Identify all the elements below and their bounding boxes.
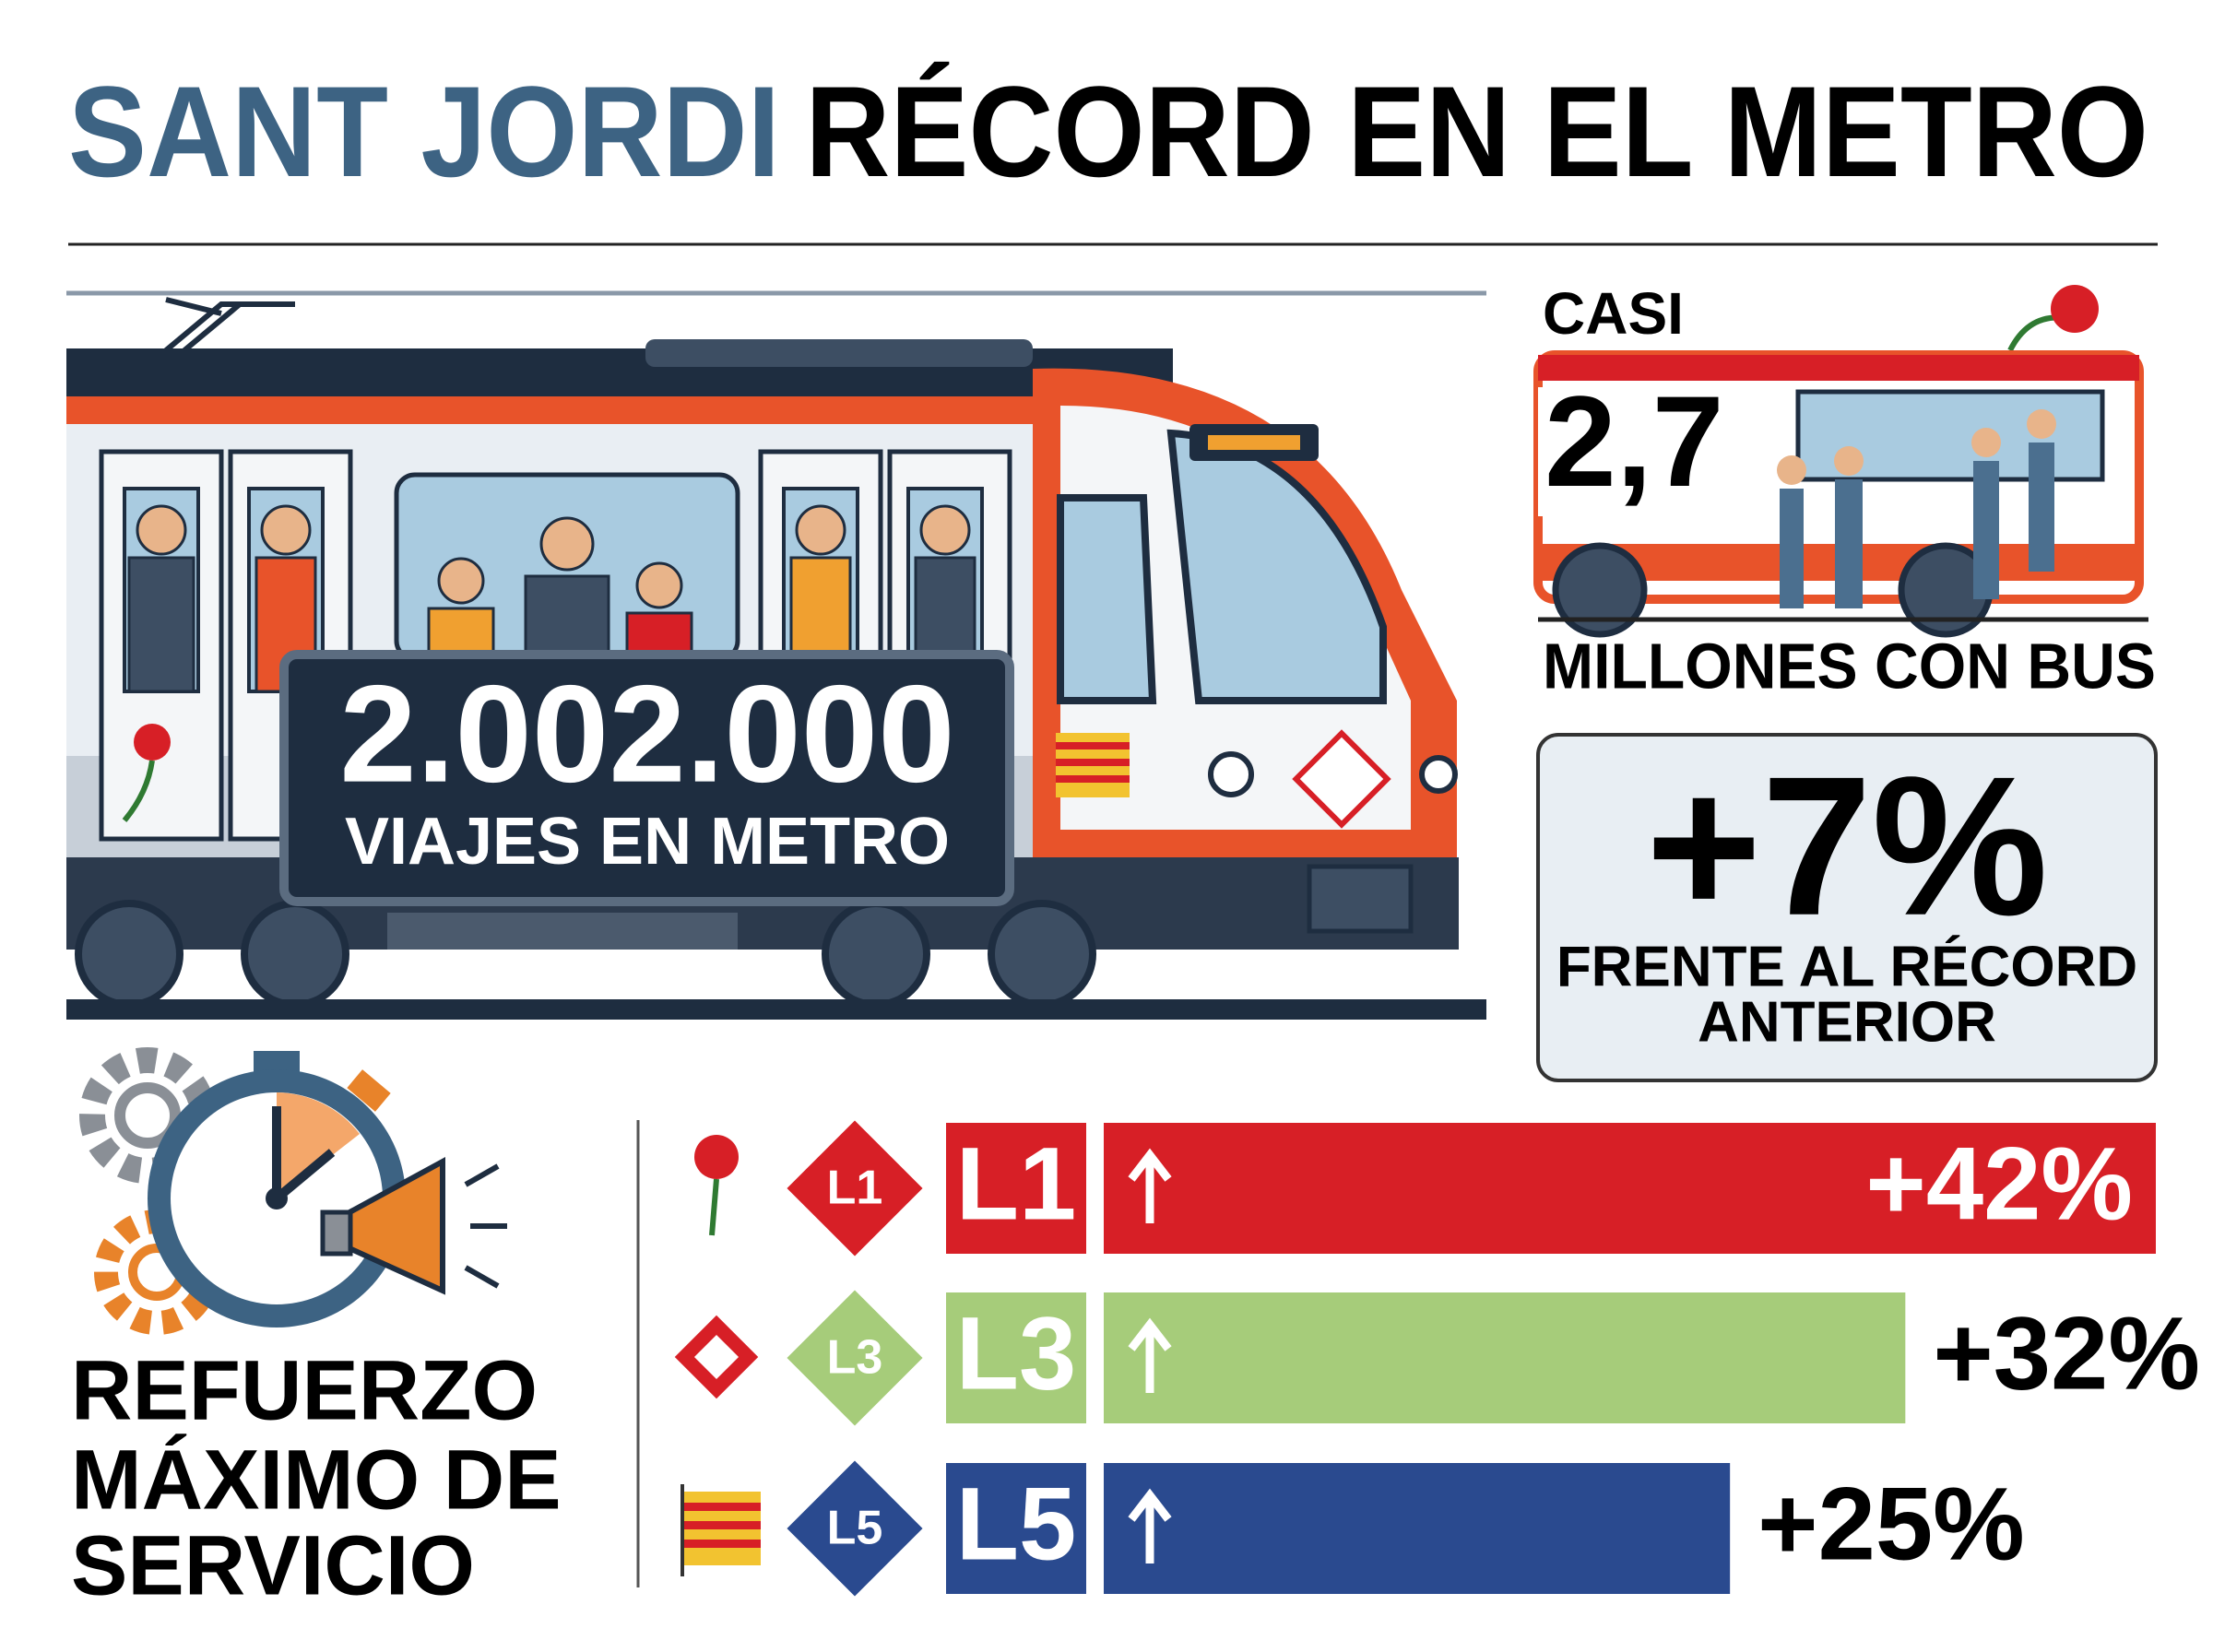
increase-label: ANTERIOR bbox=[1698, 990, 1996, 1054]
metro-label: VIAJES EN METRO bbox=[345, 805, 950, 879]
service-line: REFUERZO bbox=[71, 1343, 538, 1437]
increase-box bbox=[1536, 733, 2158, 1082]
line-label-box bbox=[946, 1292, 1086, 1423]
line-badge-label: L1 bbox=[827, 1162, 883, 1215]
line-label-box bbox=[946, 1123, 1086, 1254]
bus-label: MILLONES CON BUS bbox=[1543, 630, 2156, 702]
row-icon-flag bbox=[680, 1484, 761, 1576]
line-badge bbox=[778, 1281, 931, 1434]
service-icon bbox=[79, 1047, 507, 1335]
bar-value-label: +42% bbox=[1865, 1127, 2133, 1242]
bar-arrow bbox=[1128, 1148, 1172, 1223]
bar-value-label: +25% bbox=[1757, 1467, 2025, 1582]
bar-arrow bbox=[1128, 1488, 1172, 1564]
service-line: SERVICIO bbox=[71, 1518, 475, 1612]
line-label: L3 bbox=[956, 1296, 1077, 1411]
line-badge-label: L5 bbox=[827, 1502, 883, 1555]
line-label: L5 bbox=[956, 1467, 1077, 1582]
bar bbox=[1104, 1463, 1731, 1594]
line-label-box bbox=[946, 1463, 1086, 1594]
bar bbox=[1104, 1123, 2156, 1254]
bus-value-box bbox=[1538, 387, 1759, 516]
service-line: MÁXIMO DE bbox=[71, 1433, 562, 1527]
line-badge-label: L3 bbox=[827, 1331, 883, 1385]
title: SANT JORDIRÉCORD EN EL METRO bbox=[68, 59, 2148, 204]
title-rest: RÉCORD EN EL METRO bbox=[805, 59, 2148, 204]
increase-label: FRENTE AL RÉCORD bbox=[1556, 935, 2137, 998]
increase-value: +7% bbox=[1646, 735, 2048, 957]
row-icon-rose bbox=[694, 1135, 739, 1236]
bar-arrow bbox=[1128, 1317, 1172, 1393]
title-highlight: SANT JORDI bbox=[68, 59, 780, 204]
line-label: L1 bbox=[956, 1127, 1077, 1242]
bar bbox=[1104, 1292, 1906, 1423]
metro-label-box bbox=[279, 650, 1014, 906]
metro-value: 2.002.000 bbox=[339, 656, 954, 811]
line-badge bbox=[778, 1452, 931, 1605]
bar-value-label: +32% bbox=[1933, 1296, 2200, 1411]
bus-prefix: CASI bbox=[1543, 280, 1684, 347]
bus-value: 2,7 bbox=[1544, 369, 1724, 513]
line-badge bbox=[778, 1112, 931, 1265]
